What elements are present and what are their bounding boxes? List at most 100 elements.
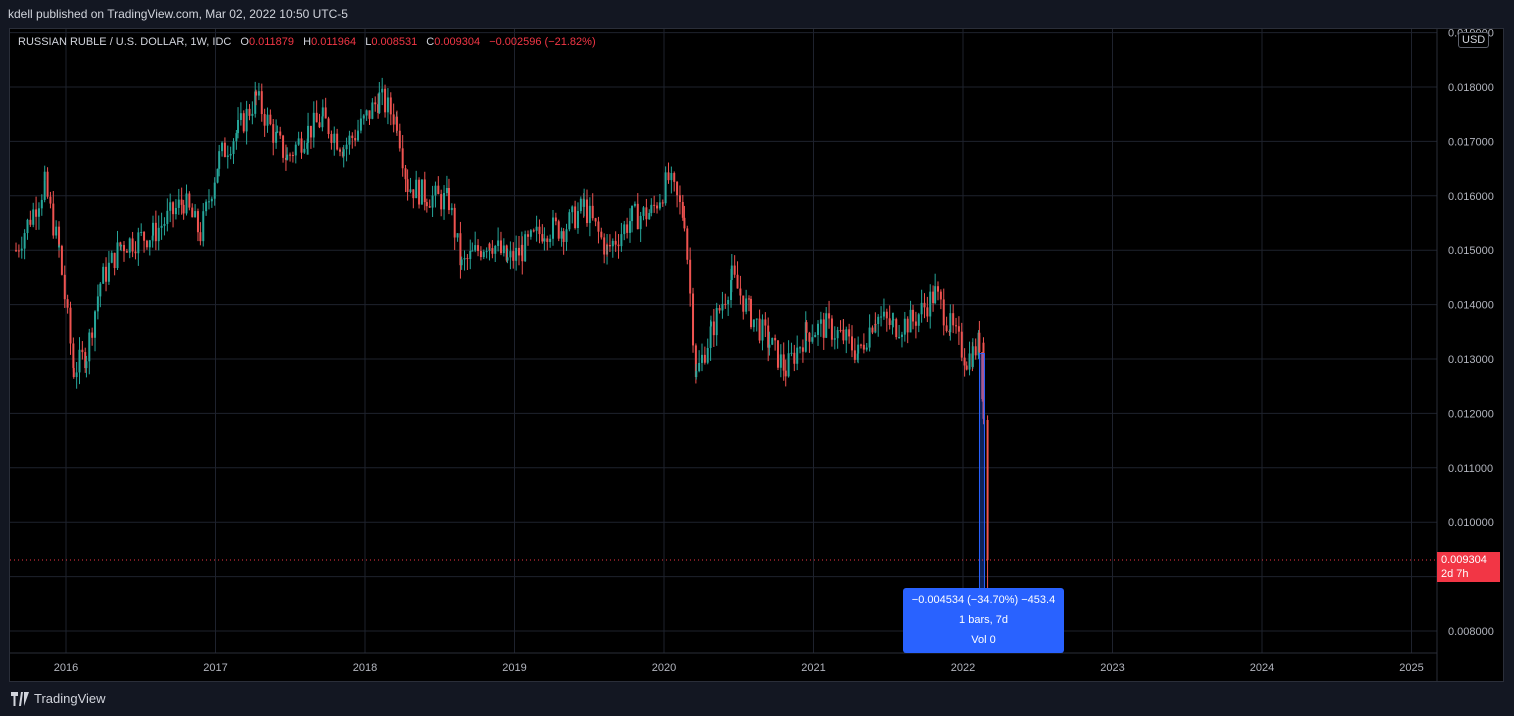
x-tick-label: 2021 bbox=[801, 662, 825, 674]
candle-body bbox=[401, 148, 404, 169]
candle-body bbox=[494, 245, 497, 254]
currency-badge[interactable]: USD bbox=[1458, 32, 1490, 48]
candle-body bbox=[330, 134, 333, 143]
candle-body bbox=[949, 313, 952, 333]
symbol-label[interactable]: RUSSIAN RUBLE / U.S. DOLLAR, 1W, IDC bbox=[18, 36, 232, 48]
candle-body bbox=[497, 240, 500, 246]
candle-body bbox=[568, 212, 571, 230]
candle-body bbox=[736, 274, 739, 289]
candle-body bbox=[345, 144, 348, 150]
candle-body bbox=[333, 133, 336, 143]
candle-body bbox=[594, 218, 597, 222]
candle-body bbox=[848, 329, 851, 337]
x-tick-label: 2017 bbox=[203, 662, 227, 674]
candle-body bbox=[425, 202, 428, 207]
candle-body bbox=[636, 203, 639, 230]
candle-body bbox=[477, 245, 480, 252]
candle-body bbox=[588, 205, 591, 224]
candle-body bbox=[718, 308, 721, 311]
measure-bars: 1 bars, 7d bbox=[959, 614, 1008, 626]
candle-body bbox=[339, 149, 342, 152]
brand-name[interactable]: TradingView bbox=[34, 691, 106, 706]
candle-body bbox=[597, 221, 600, 232]
candle-body bbox=[709, 326, 712, 348]
publish-header: kdell published on TradingView.com, Mar … bbox=[0, 0, 1514, 28]
candle-body bbox=[119, 242, 122, 247]
candle-body bbox=[656, 205, 659, 209]
candle-body bbox=[207, 201, 210, 203]
candle-body bbox=[257, 91, 260, 96]
candle-body bbox=[145, 240, 148, 248]
candle-body bbox=[576, 211, 579, 228]
last-price-tag: 0.009304 2d 7h bbox=[1437, 552, 1500, 582]
candle-body bbox=[645, 207, 648, 220]
candle-body bbox=[154, 222, 157, 242]
candle-body bbox=[926, 307, 929, 317]
candle-body bbox=[515, 247, 518, 261]
candle-body bbox=[275, 131, 278, 143]
candle-body bbox=[371, 102, 374, 119]
candle-body bbox=[194, 211, 197, 218]
candle-body bbox=[850, 336, 853, 351]
candle-body bbox=[49, 196, 52, 204]
candle-body bbox=[628, 221, 631, 233]
candle-body bbox=[202, 211, 205, 242]
candle-body bbox=[37, 208, 40, 217]
candle-body bbox=[174, 207, 177, 215]
candle-body bbox=[374, 102, 377, 105]
x-tick-label: 2023 bbox=[1100, 662, 1124, 674]
footer: TradingView bbox=[0, 682, 1514, 716]
candle-body bbox=[482, 251, 485, 258]
candle-body bbox=[703, 354, 706, 363]
candle-body bbox=[579, 198, 582, 212]
candle-body bbox=[853, 350, 856, 360]
candle-body bbox=[395, 116, 398, 131]
candle-body bbox=[245, 108, 248, 132]
y-tick-label: 0.013000 bbox=[1448, 354, 1494, 366]
candle-body bbox=[551, 217, 554, 239]
y-tick-label: 0.017000 bbox=[1448, 136, 1494, 148]
price-chart[interactable]: 0.0080000.0090000.0100000.0110000.012000… bbox=[10, 29, 1504, 682]
candle-body bbox=[63, 274, 66, 300]
candle-body bbox=[784, 370, 787, 377]
candle-body bbox=[456, 233, 459, 238]
candle-body bbox=[667, 172, 670, 181]
close-label: C bbox=[426, 36, 435, 48]
candle-body bbox=[272, 124, 275, 143]
candle-body bbox=[354, 138, 357, 141]
candle-body bbox=[412, 189, 415, 199]
tradingview-logo-icon[interactable] bbox=[11, 692, 29, 706]
candle-body bbox=[84, 352, 87, 369]
candle-body bbox=[560, 231, 563, 239]
candle-body bbox=[914, 321, 917, 326]
candle-body bbox=[32, 209, 35, 225]
candle-body bbox=[105, 266, 108, 282]
y-tick-label: 0.011000 bbox=[1448, 463, 1493, 475]
candle-body bbox=[877, 316, 880, 325]
y-tick-label: 0.010000 bbox=[1448, 517, 1494, 529]
candle-body bbox=[900, 334, 903, 337]
candle-body bbox=[585, 199, 588, 224]
candle-body bbox=[768, 344, 771, 348]
candle-body bbox=[289, 154, 292, 156]
candle-body bbox=[620, 234, 623, 247]
candle-body bbox=[917, 314, 920, 326]
close-value: 0.009304 bbox=[434, 36, 481, 48]
candle-body bbox=[712, 321, 715, 336]
open-value: 0.011879 bbox=[248, 36, 295, 48]
chart-pane[interactable]: 0.0080000.0090000.0100000.0110000.012000… bbox=[9, 28, 1504, 682]
candle-body bbox=[205, 201, 208, 212]
candle-body bbox=[626, 224, 629, 233]
candle-body bbox=[524, 234, 527, 262]
candle-body bbox=[891, 320, 894, 325]
candle-body bbox=[303, 148, 306, 153]
candle-body bbox=[351, 135, 354, 139]
candle-body bbox=[892, 319, 895, 321]
candle-body bbox=[750, 298, 753, 328]
candle-body bbox=[357, 130, 360, 132]
candle-body bbox=[752, 319, 755, 328]
candle-body bbox=[113, 252, 116, 269]
candle-body bbox=[52, 203, 55, 236]
candle-body bbox=[782, 354, 785, 371]
candle-body bbox=[443, 192, 446, 210]
